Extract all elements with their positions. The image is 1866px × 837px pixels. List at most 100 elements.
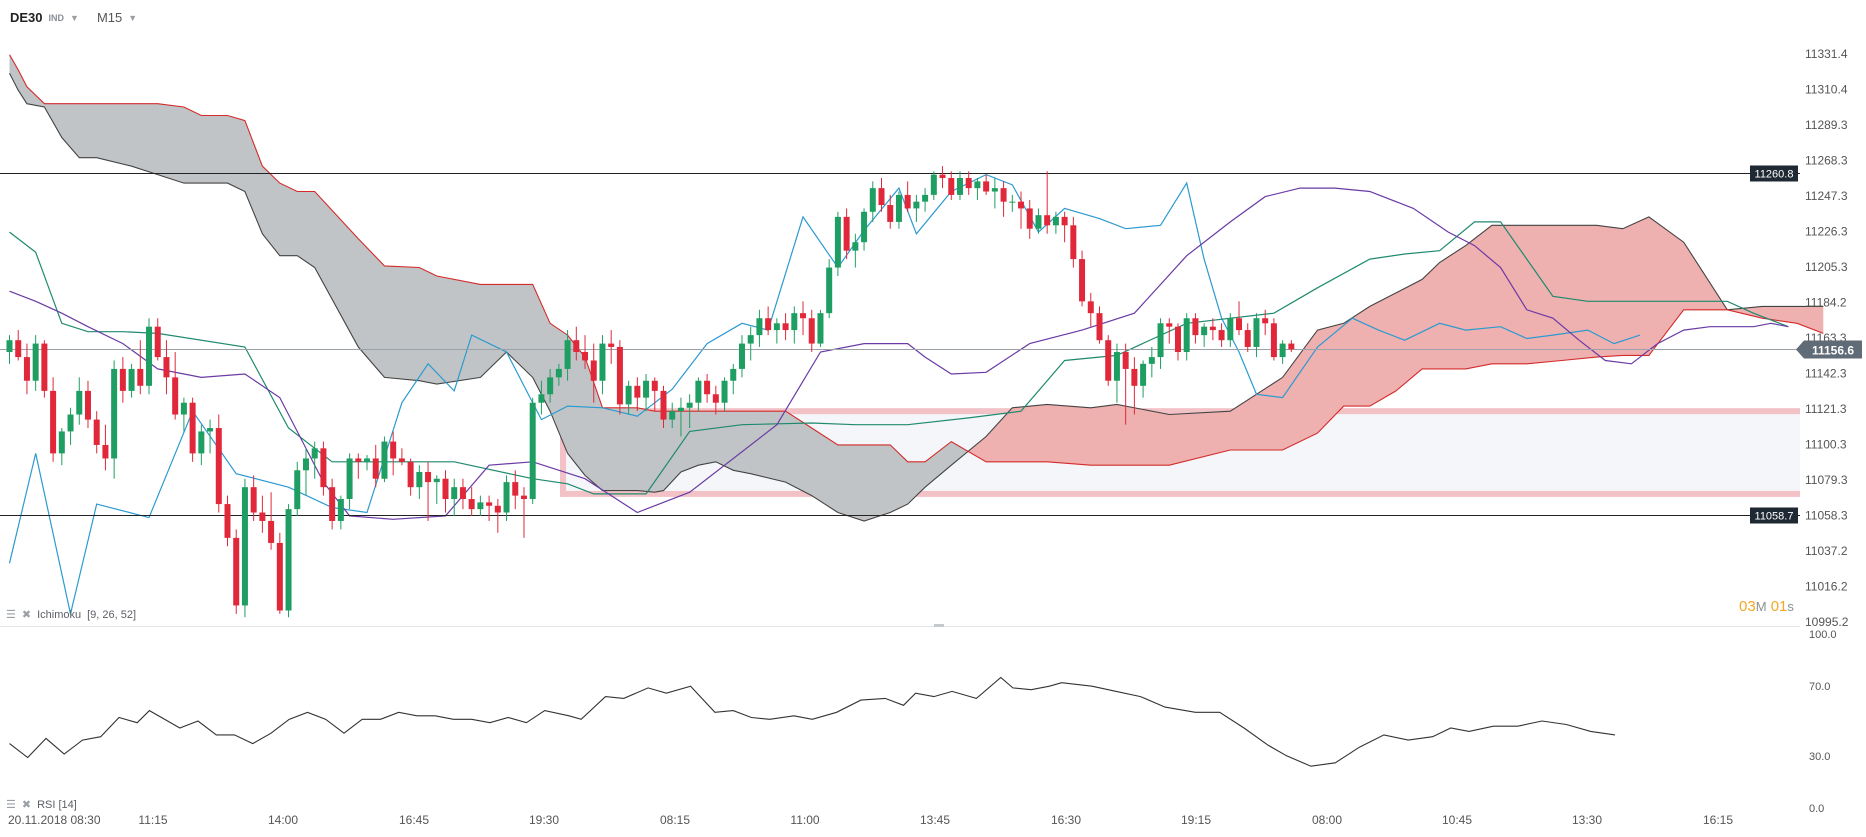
zone-bottom-edge: [563, 490, 1800, 497]
price-tick-label: 11289.3: [1805, 118, 1848, 132]
time-axis[interactable]: 20.11.2018 08:30 11:15 14:00 16:45 19:30 08:1…: [8, 813, 1733, 827]
candle-body: [782, 323, 789, 331]
horizontal-levels[interactable]: [0, 173, 1800, 516]
candle-body: [913, 201, 920, 209]
candle-body: [590, 360, 597, 381]
candle-body: [390, 441, 397, 459]
bullish-candle: [1279, 340, 1286, 364]
senkou-span-b-line: [9, 54, 1824, 466]
candle-body: [198, 431, 205, 454]
bearish-candle: [41, 340, 48, 398]
bullish-candle: [1035, 208, 1042, 234]
candle-body: [1227, 318, 1234, 341]
candle-body: [555, 368, 562, 378]
bullish-candle: [529, 397, 536, 505]
bearish-candle: [1174, 323, 1181, 361]
candle-body: [712, 394, 719, 403]
bullish-candle: [773, 318, 780, 344]
bullish-candle: [416, 465, 423, 500]
candle-body: [817, 313, 824, 344]
candle-body: [660, 390, 667, 420]
pane-resize-handle[interactable]: [934, 624, 944, 627]
symbol-name[interactable]: DE30: [10, 10, 43, 25]
candle-body: [599, 343, 606, 381]
bearish-candle: [119, 357, 126, 403]
candle-body: [520, 495, 527, 500]
bullish-candle: [1253, 313, 1260, 358]
bullish-candle: [791, 306, 798, 344]
bearish-candle: [1209, 318, 1216, 341]
bullish-candle: [337, 495, 344, 530]
candle-body: [582, 352, 589, 361]
candle-body: [468, 499, 475, 510]
candle-body: [869, 188, 876, 212]
bearish-candle: [215, 414, 222, 513]
candle-body: [337, 499, 344, 521]
candle-body: [233, 537, 240, 606]
bearish-candle: [590, 343, 597, 403]
price-tick-label: 11268.3: [1805, 154, 1848, 168]
bearish-candle: [224, 495, 231, 547]
candle-body: [302, 458, 309, 471]
bearish-candle: [154, 318, 161, 361]
timeframe-selector[interactable]: M15: [96, 10, 123, 25]
price-tick-label: 11058.3: [1805, 508, 1848, 522]
candle-body: [503, 482, 510, 513]
level-price-label: 11260.8: [1755, 169, 1794, 181]
candle-body: [861, 211, 868, 243]
bearish-candle: [1262, 309, 1269, 336]
price-tick-label: 11121.3: [1805, 402, 1847, 416]
candle-body: [538, 394, 545, 403]
ichimoku-remove-icon[interactable]: ✖: [21, 609, 32, 621]
bearish-candle: [651, 377, 658, 412]
rsi-remove-icon[interactable]: ✖: [21, 799, 32, 811]
price-tick-label: 11079.3: [1805, 473, 1848, 487]
timeframe-chevron-down-icon[interactable]: ▼: [128, 12, 138, 23]
bullish-candle: [564, 330, 571, 381]
candle-body: [616, 346, 623, 405]
rsi-axis: 100.0 70.0 30.0 0.0: [1809, 629, 1837, 815]
bearish-candle: [250, 475, 257, 521]
candle-body: [346, 458, 353, 500]
rsi-pane: [9, 676, 1616, 767]
candle-body: [294, 470, 301, 510]
candle-body: [259, 512, 266, 521]
candle-body: [773, 323, 780, 331]
candle-body: [320, 448, 327, 488]
candle-body: [58, 431, 65, 454]
bearish-candle: [1244, 323, 1251, 353]
candle-body: [1209, 326, 1216, 331]
candle-body: [486, 502, 493, 506]
rsi-menu-icon[interactable]: ☰: [6, 799, 16, 811]
time-tick-label: 14:00: [268, 813, 298, 827]
candle-body: [128, 368, 135, 391]
bearish-candle: [276, 532, 283, 614]
candle-body: [878, 188, 885, 206]
zone-left-edge: [560, 408, 566, 497]
bullish-candle: [381, 436, 388, 483]
bearish-candle: [468, 487, 475, 516]
candle-body: [1270, 323, 1277, 358]
candle-body: [1044, 215, 1051, 226]
candle-body: [6, 340, 13, 353]
bearish-candle: [93, 411, 100, 454]
candle-body: [154, 326, 161, 358]
bullish-candle: [721, 377, 728, 412]
candle-body: [311, 448, 318, 459]
time-tick-label: 11:00: [790, 813, 819, 827]
candle-body: [1218, 330, 1225, 341]
bearish-candle: [442, 470, 449, 513]
bullish-candle: [956, 171, 963, 200]
candle-body: [747, 335, 754, 344]
symbol-chevron-down-icon[interactable]: ▼: [70, 12, 79, 23]
bearish-candle: [189, 397, 196, 462]
candle-body: [1131, 368, 1138, 386]
bullish-candle: [861, 208, 868, 251]
candle-body: [922, 194, 929, 202]
bullish-candle: [1113, 343, 1120, 403]
candle-body: [276, 542, 283, 611]
ichimoku-menu-icon[interactable]: ☰: [6, 609, 16, 621]
price-axis[interactable]: 11331.4 11310.4 11289.3 11268.3 11247.3 11226…: [1805, 47, 1849, 629]
kumo-bullish-area: [9, 54, 969, 521]
